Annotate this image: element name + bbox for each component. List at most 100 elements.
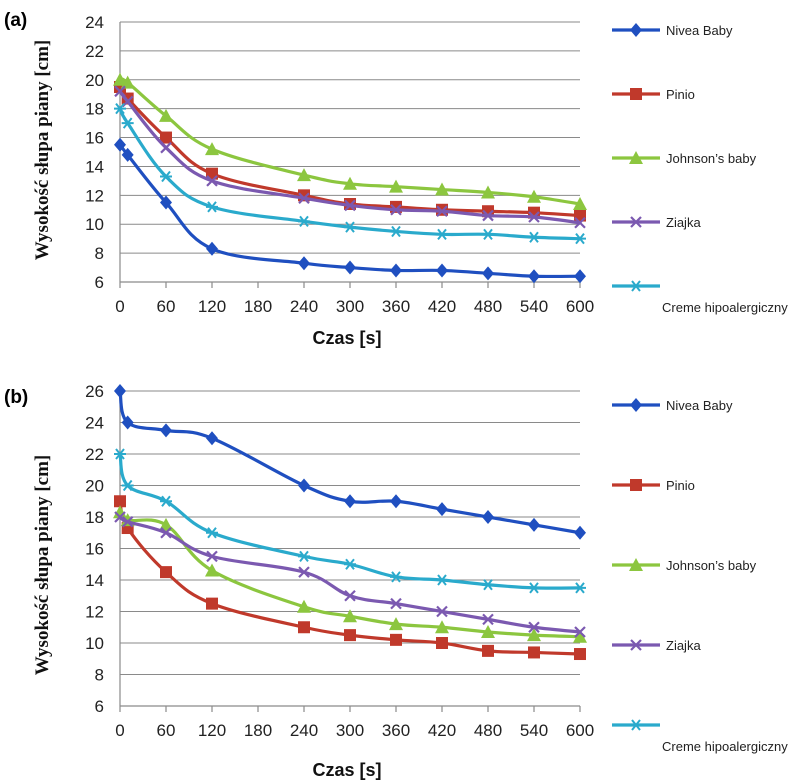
data-point — [481, 624, 495, 638]
series-nivea-baby — [114, 384, 586, 540]
legend-marker — [630, 23, 642, 37]
data-point — [206, 597, 218, 610]
data-point — [298, 478, 310, 493]
data-point — [573, 629, 587, 643]
y-tick-label: 14 — [85, 571, 104, 590]
legend-entry: Nivea Baby — [612, 23, 733, 38]
series-ziajka — [114, 511, 586, 638]
data-point — [528, 646, 540, 659]
data-point — [436, 502, 448, 517]
data-point — [121, 147, 134, 162]
legend-marker — [629, 151, 643, 164]
data-point — [482, 644, 494, 657]
data-point — [114, 384, 126, 398]
data-point — [528, 517, 540, 532]
y-tick-label: 18 — [85, 508, 104, 527]
data-point — [390, 597, 402, 610]
x-axis-label: Czas [s] — [312, 328, 381, 348]
data-point — [482, 613, 494, 626]
x-tick-label: 60 — [157, 721, 176, 740]
data-point — [528, 269, 540, 284]
y-tick-label: 24 — [85, 414, 104, 433]
data-point — [436, 637, 448, 649]
x-tick-label: 180 — [244, 721, 272, 740]
x-tick-label: 360 — [382, 721, 410, 740]
legend-marker — [630, 398, 642, 412]
y-axis-label: Wysokość słupa piany [cm] — [32, 40, 53, 260]
data-point — [389, 179, 403, 193]
x-tick-label: 120 — [198, 297, 226, 316]
data-point — [528, 211, 540, 223]
data-point — [574, 626, 586, 638]
legend-entry: Creme hipoalergiczny — [612, 280, 788, 315]
data-point — [344, 589, 356, 602]
panel-b: (b) Czas [s] Wysokość słupa piany [cm] 6… — [4, 382, 788, 780]
legend-entry: Johnson’s baby — [612, 558, 757, 573]
data-point — [121, 92, 134, 105]
data-point — [436, 228, 448, 240]
x-axis-label: Czas [s] — [312, 760, 381, 780]
data-point — [390, 263, 402, 278]
legend-entry: Nivea Baby — [612, 398, 733, 413]
data-point — [206, 175, 218, 187]
data-point — [114, 495, 126, 508]
series-line — [118, 390, 581, 535]
data-point — [343, 609, 357, 623]
y-tick-label: 6 — [95, 273, 104, 292]
data-point — [298, 215, 310, 227]
data-point — [390, 494, 402, 509]
legend-marker — [630, 280, 642, 292]
legend-entry: Pinio — [612, 87, 695, 102]
data-point — [206, 241, 218, 256]
series-creme-hipoalergiczny — [114, 103, 586, 245]
x-tick-label: 540 — [520, 721, 548, 740]
data-point — [344, 494, 356, 509]
data-point — [159, 517, 173, 531]
data-point — [205, 142, 219, 156]
series-johnson-s-baby — [113, 72, 587, 210]
data-point — [436, 605, 448, 618]
data-point — [160, 170, 172, 183]
data-point — [528, 582, 540, 594]
x-tick-label: 300 — [336, 297, 364, 316]
y-tick-label: 16 — [85, 129, 104, 148]
legend-label: Pinio — [666, 87, 695, 102]
data-point — [121, 117, 134, 129]
x-tick-label: 540 — [520, 297, 548, 316]
data-point — [298, 550, 310, 562]
x-tick-label: 180 — [244, 297, 272, 316]
x-tick-label: 420 — [428, 297, 456, 316]
legend-label: Pinio — [666, 478, 695, 493]
data-point — [160, 495, 172, 507]
legend-label: Nivea Baby — [666, 23, 733, 38]
data-point — [114, 103, 126, 115]
data-point — [344, 260, 356, 275]
data-point — [574, 269, 586, 284]
data-point — [344, 221, 356, 233]
x-tick-label: 120 — [198, 721, 226, 740]
data-point — [160, 195, 172, 210]
legend-entry: Ziajka — [612, 638, 701, 653]
data-point — [481, 185, 495, 199]
legend-marker — [630, 479, 642, 491]
data-point — [390, 225, 402, 238]
data-point — [160, 423, 172, 438]
data-point — [436, 205, 448, 217]
y-tick-label: 10 — [85, 634, 104, 653]
data-point — [297, 168, 311, 182]
legend-label: Nivea Baby — [666, 398, 733, 413]
data-point — [159, 108, 173, 122]
data-point — [573, 197, 587, 210]
data-point — [114, 511, 126, 523]
data-point — [343, 176, 357, 190]
data-point — [298, 192, 310, 204]
data-point — [114, 85, 126, 98]
data-point — [390, 204, 402, 216]
series-nivea-baby — [114, 137, 586, 284]
data-point — [344, 558, 356, 570]
legend-marker — [629, 558, 643, 571]
series-johnson-s-baby — [113, 505, 587, 643]
panel-label: (b) — [4, 387, 28, 408]
legend-label: Ziajka — [666, 638, 701, 653]
data-point — [121, 515, 134, 528]
